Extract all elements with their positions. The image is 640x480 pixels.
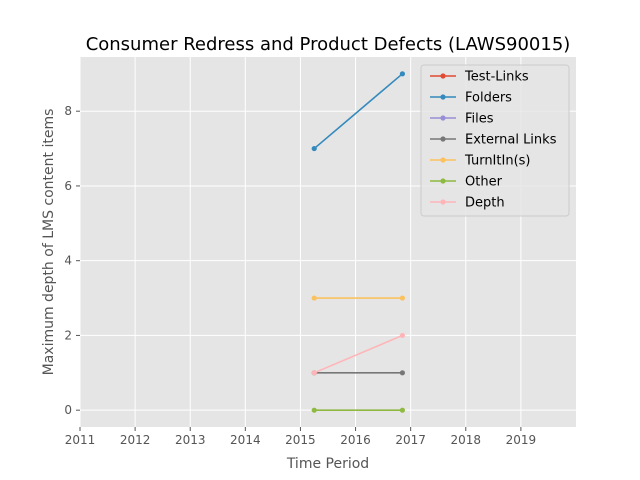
x-axis-label: Time Period	[286, 456, 369, 472]
x-tick-label: 2013	[175, 433, 206, 447]
series-turnitin-s-	[311, 295, 405, 301]
legend-item: Other	[430, 175, 503, 190]
series-line	[313, 334, 403, 374]
legend-item: TurnItIn(s)	[430, 154, 530, 169]
legend-item: Test-Links	[430, 70, 529, 85]
y-tick-label: 0	[64, 403, 72, 417]
data-point	[399, 370, 405, 376]
legend-label: Test-Links	[464, 70, 529, 85]
chart-title: Consumer Redress and Product Defects (LA…	[86, 34, 571, 55]
data-point	[311, 295, 317, 301]
x-tick-label: 2014	[230, 433, 261, 447]
series-depth	[311, 332, 405, 376]
x-tick-label: 2016	[340, 433, 371, 447]
legend-label: External Links	[465, 133, 557, 148]
x-axis-ticks: 2011 2012 2013 2014 2015 2016 2017 2018 2019	[65, 427, 536, 447]
x-tick-label: 2012	[120, 433, 151, 447]
data-point	[399, 407, 405, 413]
y-tick-label: 8	[64, 104, 72, 118]
data-point	[311, 407, 317, 413]
series-folders	[311, 71, 405, 152]
legend-item: Depth	[430, 196, 505, 211]
y-tick-label: 6	[64, 179, 72, 193]
y-axis-ticks: 0 2 4 6 8	[64, 104, 80, 417]
legend-marker	[440, 199, 446, 205]
data-point	[311, 370, 317, 376]
data-point	[311, 145, 317, 152]
series-lines	[311, 71, 405, 413]
x-tick-label: 2018	[451, 433, 482, 447]
series-line	[313, 73, 403, 150]
legend-label: Folders	[465, 91, 512, 106]
x-tick-label: 2017	[395, 433, 426, 447]
data-point	[399, 332, 405, 339]
legend-label: TurnItIn(s)	[464, 154, 530, 169]
legend-marker	[440, 73, 446, 79]
legend-item: Files	[430, 112, 494, 127]
legend-item: External Links	[430, 133, 557, 148]
y-tick-label: 2	[64, 328, 72, 342]
x-tick-label: 2015	[285, 433, 316, 447]
legend-marker	[440, 157, 446, 163]
legend-box	[420, 64, 570, 217]
series-other	[311, 407, 405, 413]
grid-lines	[79, 57, 576, 427]
data-point	[399, 295, 405, 301]
data-point	[399, 71, 405, 77]
legend-marker	[440, 115, 446, 121]
legend-label: Depth	[465, 196, 505, 211]
legend-label: Other	[465, 175, 503, 190]
legend-marker	[440, 178, 446, 184]
legend: Test-Links Folders Files External Links Turn…	[420, 64, 570, 217]
x-tick-label: 2019	[506, 433, 537, 447]
y-axis-label: Maximum depth of LMS content items	[41, 109, 57, 376]
legend-marker	[440, 136, 446, 142]
legend-item: Folders	[430, 91, 512, 106]
legend-marker	[440, 94, 446, 100]
x-tick-label: 2011	[65, 433, 96, 447]
legend-label: Files	[465, 112, 494, 127]
y-tick-label: 4	[64, 254, 72, 268]
